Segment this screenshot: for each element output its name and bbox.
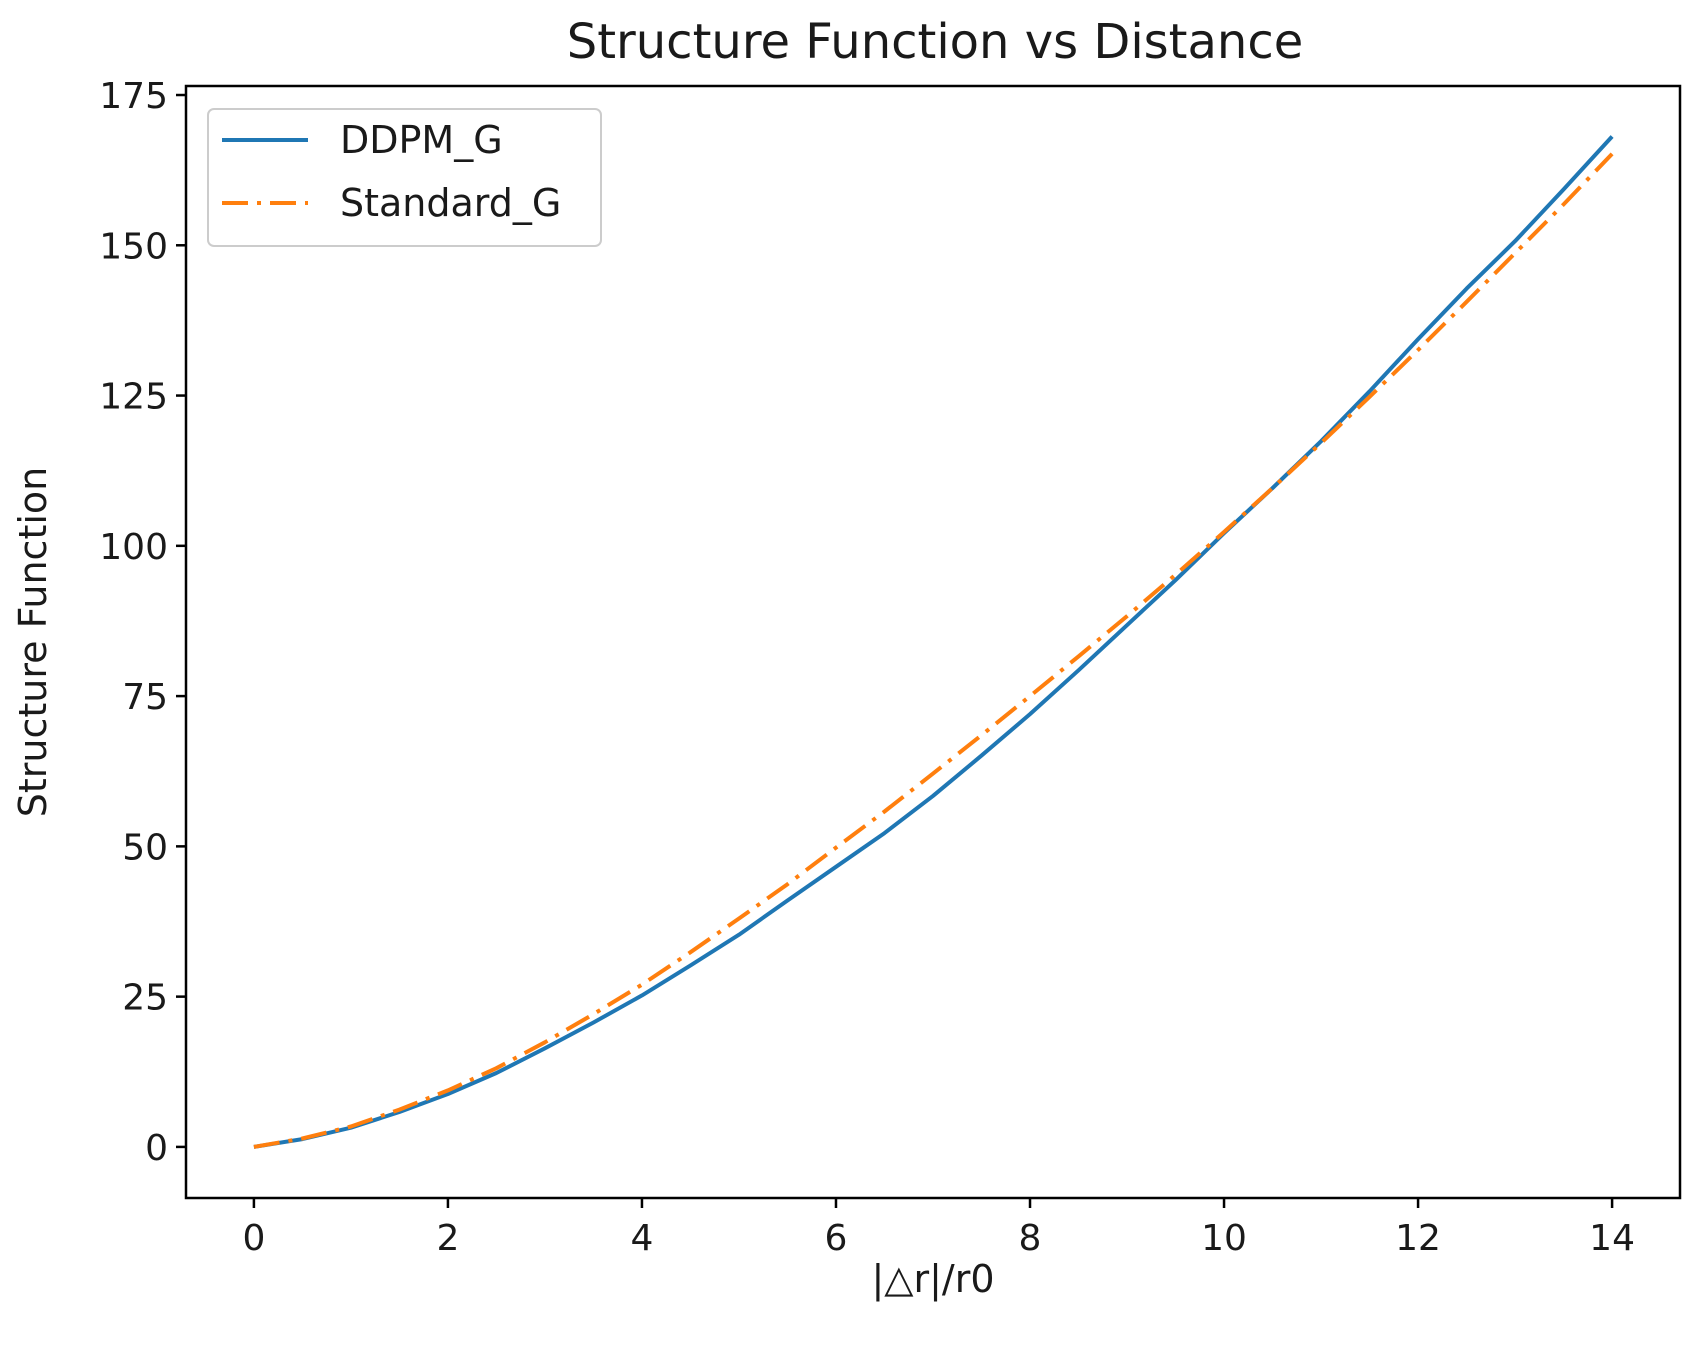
x-tick-label: 6 — [825, 1218, 848, 1259]
legend-label-standard-g: Standard_G — [340, 181, 561, 225]
y-tick-label: 125 — [99, 377, 168, 418]
y-tick-label: 100 — [99, 527, 168, 568]
x-tick-label: 12 — [1395, 1218, 1441, 1259]
y-axis-label: Structure Function — [11, 467, 55, 817]
y-tick-label: 25 — [122, 978, 168, 1019]
x-tick-label: 0 — [242, 1218, 265, 1259]
x-tick-label: 10 — [1201, 1218, 1247, 1259]
chart-title: Structure Function vs Distance — [567, 14, 1304, 70]
x-tick-label: 8 — [1019, 1218, 1042, 1259]
x-tick-label: 4 — [631, 1218, 654, 1259]
x-axis-label: |△r|/r0 — [871, 1257, 994, 1302]
y-tick-label: 150 — [99, 226, 168, 267]
x-tick-label: 2 — [436, 1218, 459, 1259]
legend: DDPM_G Standard_G — [207, 108, 602, 247]
y-tick-label: 75 — [122, 677, 168, 718]
y-axis-ticks: 0 25 50 75 100 125 150 175 — [99, 76, 186, 1169]
series-layer — [253, 135, 1614, 1149]
legend-label-ddpm-g: DDPM_G — [340, 118, 503, 162]
y-tick-label: 0 — [145, 1128, 168, 1169]
legend-box — [207, 108, 602, 247]
series-line-ddpm-g — [253, 135, 1614, 1149]
axes-frame — [184, 84, 1682, 1200]
plot-area — [184, 84, 1682, 1200]
y-tick-label: 50 — [122, 827, 168, 868]
y-tick-label: 175 — [99, 76, 168, 117]
series-line-standard-g — [253, 152, 1614, 1149]
x-axis-ticks: 0 2 4 6 8 10 12 14 — [242, 1198, 1635, 1259]
x-tick-label: 14 — [1589, 1218, 1635, 1259]
